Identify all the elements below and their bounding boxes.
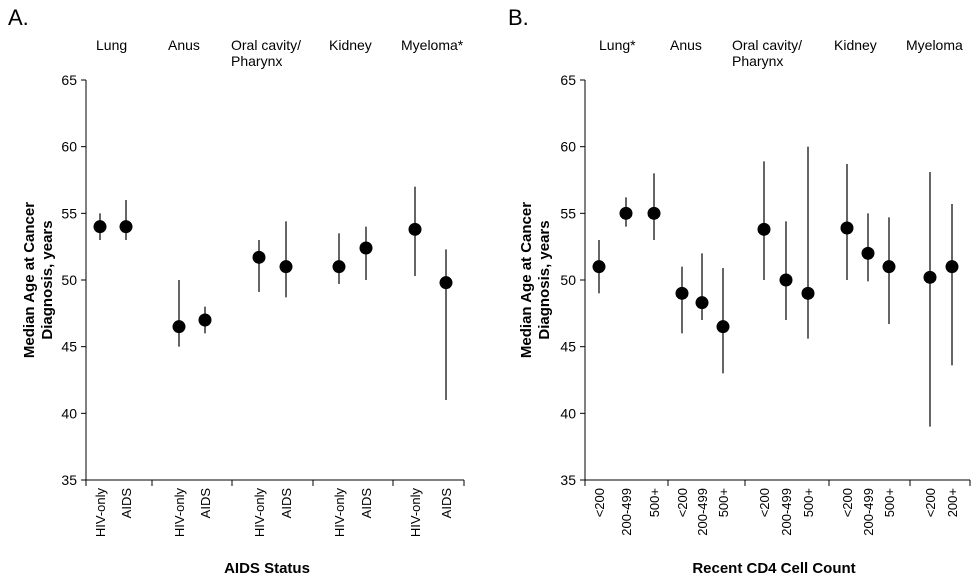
- y-tick-label-a-1: 40: [61, 405, 77, 421]
- data-point-a-0-1: [119, 220, 133, 234]
- x-tick-label-a-1-0: HIV-only: [172, 488, 187, 538]
- group-label-b-2-0: Oral cavity/: [732, 37, 802, 53]
- group-label-b-4-0: Myeloma: [906, 37, 963, 53]
- y-tick-label-a-6: 65: [61, 72, 77, 88]
- x-tick-label-b-2-0: <200: [757, 488, 772, 517]
- x-tick-label-b-0-0: <200: [592, 488, 607, 517]
- data-point-a-4-0: [408, 222, 422, 236]
- data-point-b-3-0: [840, 221, 854, 235]
- y-tick-label-b-1: 40: [560, 405, 576, 421]
- y-tick-label-a-5: 60: [61, 139, 77, 155]
- x-tick-label-a-1-1: AIDS: [198, 488, 213, 519]
- x-tick-label-a-4-1: AIDS: [439, 488, 454, 519]
- x-tick-label-a-2-1: AIDS: [279, 488, 294, 519]
- y-tick-label-a-2: 45: [61, 339, 77, 355]
- x-axis-title-b: Recent CD4 Cell Count: [692, 560, 855, 577]
- x-tick-label-b-2-1: 200-499: [779, 488, 794, 536]
- group-label-b-3-0: Kidney: [834, 37, 877, 53]
- data-point-b-2-2: [801, 286, 815, 300]
- y-axis-title-b-1: Diagnosis, years: [536, 220, 553, 339]
- data-point-b-4-0: [923, 270, 937, 284]
- x-tick-label-b-0-2: 500+: [647, 488, 662, 517]
- group-label-a-2-1: Pharynx: [231, 53, 282, 69]
- data-point-b-0-2: [647, 206, 661, 220]
- y-tick-label-a-4: 55: [61, 205, 77, 221]
- y-tick-label-b-2: 45: [560, 339, 576, 355]
- y-tick-label-a-3: 50: [61, 272, 77, 288]
- data-point-a-3-0: [332, 260, 346, 274]
- y-tick-label-b-6: 65: [560, 72, 576, 88]
- data-point-a-0-0: [93, 220, 107, 234]
- x-tick-label-b-3-1: 200-499: [861, 488, 876, 536]
- data-point-b-0-1: [619, 206, 633, 220]
- x-tick-label-b-1-2: 500+: [716, 488, 731, 517]
- data-point-a-2-1: [279, 260, 293, 274]
- data-point-b-0-0: [592, 260, 606, 274]
- x-tick-label-b-1-0: <200: [675, 488, 690, 517]
- data-point-a-1-1: [198, 313, 212, 327]
- x-axis-title-a: AIDS Status: [224, 560, 310, 577]
- group-label-a-2-0: Oral cavity/: [231, 37, 301, 53]
- y-axis-title-b-0: Median Age at Cancer: [518, 202, 535, 358]
- group-label-b-0-0: Lung*: [599, 37, 636, 53]
- y-tick-label-a-0: 35: [61, 472, 77, 488]
- data-point-b-3-1: [861, 246, 875, 260]
- data-point-a-4-1: [439, 276, 453, 290]
- data-point-b-2-0: [757, 222, 771, 236]
- y-tick-label-b-4: 55: [560, 205, 576, 221]
- y-axis-title-a-0: Median Age at Cancer: [21, 202, 38, 358]
- x-tick-label-b-1-1: 200-499: [695, 488, 710, 536]
- group-label-a-4-0: Myeloma*: [401, 37, 464, 53]
- group-label-a-3-0: Kidney: [329, 37, 372, 53]
- group-label-b-1-0: Anus: [670, 37, 702, 53]
- x-tick-label-b-4-0: <200: [923, 488, 938, 517]
- y-tick-label-b-3: 50: [560, 272, 576, 288]
- data-point-a-3-1: [359, 241, 373, 255]
- y-tick-label-b-5: 60: [560, 139, 576, 155]
- data-point-b-2-1: [779, 273, 793, 287]
- x-tick-label-a-2-0: HIV-only: [252, 488, 267, 538]
- x-tick-label-b-3-2: 500+: [882, 488, 897, 517]
- y-axis-title-a-1: Diagnosis, years: [39, 220, 56, 339]
- x-tick-label-a-3-0: HIV-only: [332, 488, 347, 538]
- x-tick-label-a-0-1: AIDS: [119, 488, 134, 519]
- data-point-b-3-2: [882, 260, 896, 274]
- x-tick-label-a-0-0: HIV-only: [93, 488, 108, 538]
- x-tick-label-b-2-2: 500+: [801, 488, 816, 517]
- x-tick-label-b-0-1: 200-499: [619, 488, 634, 536]
- group-label-a-1-0: Anus: [168, 37, 200, 53]
- data-point-b-1-0: [675, 286, 689, 300]
- panel-label-a: A.: [8, 5, 29, 30]
- data-point-a-1-0: [172, 320, 186, 334]
- data-point-b-1-1: [695, 296, 709, 310]
- group-label-b-2-1: Pharynx: [732, 53, 783, 69]
- x-tick-label-b-4-1: 200+: [945, 488, 960, 517]
- y-tick-label-b-0: 35: [560, 472, 576, 488]
- x-tick-label-a-4-0: HIV-only: [408, 488, 423, 538]
- x-tick-label-a-3-1: AIDS: [359, 488, 374, 519]
- group-label-a-0-0: Lung: [96, 37, 127, 53]
- panel-label-b: B.: [508, 5, 529, 30]
- data-point-b-4-1: [945, 260, 959, 274]
- data-point-a-2-0: [252, 250, 266, 264]
- data-point-b-1-2: [716, 320, 730, 334]
- x-tick-label-b-3-0: <200: [840, 488, 855, 517]
